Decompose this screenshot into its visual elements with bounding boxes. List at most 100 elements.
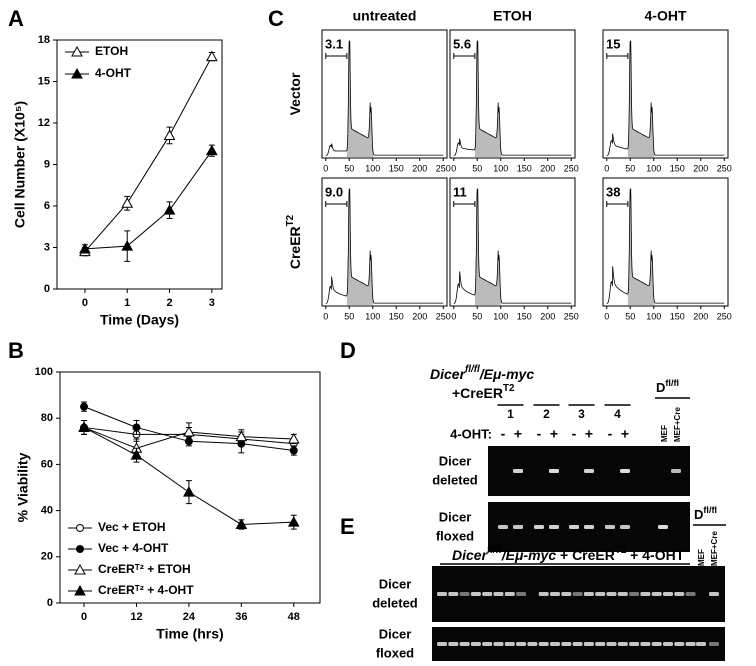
marker	[78, 421, 90, 432]
y-tick-label: 12	[38, 117, 50, 129]
text-part: D	[694, 507, 703, 522]
x-tick-label: 150	[517, 311, 532, 321]
treatment-sign: -	[572, 426, 577, 442]
panel-label: D	[340, 338, 356, 363]
gel-band	[620, 525, 630, 529]
gel-band	[640, 642, 651, 646]
x-tick-label: 250	[436, 163, 451, 173]
gate-bracket	[325, 53, 348, 59]
label: Dfl/fl	[656, 378, 679, 395]
treatment-sign: -	[608, 426, 613, 442]
gel-band	[605, 525, 615, 529]
series-line	[84, 56, 213, 252]
gel-band	[498, 525, 508, 529]
marker	[235, 430, 248, 442]
x-tick-label: 250	[436, 311, 451, 321]
histogram-frame	[449, 177, 576, 307]
control-label: MEF+Cre	[673, 407, 682, 442]
gel-band	[651, 592, 662, 596]
control-label: MEF	[660, 425, 669, 442]
marker	[130, 449, 143, 460]
y-tick-label: 0	[47, 597, 53, 609]
gel-band	[470, 592, 481, 596]
gel-band	[549, 525, 559, 529]
marker	[235, 518, 248, 529]
gel-band	[513, 525, 523, 529]
gel-band	[470, 642, 481, 646]
x-tick-label: 0	[604, 311, 609, 321]
x-tick-label: 2	[166, 297, 172, 309]
x-tick-label: 0	[81, 611, 87, 623]
text-part: T2	[615, 545, 627, 556]
gel-band	[448, 642, 459, 646]
x-tick-label: 24	[183, 611, 196, 623]
control-label: MEF	[697, 549, 706, 566]
gel-band	[572, 642, 583, 646]
x-tick-label: 100	[365, 311, 380, 321]
text-part: fl/fl	[665, 378, 679, 388]
band-label: floxed	[436, 528, 474, 543]
gel-band	[504, 642, 515, 646]
x-tick-label: 0	[451, 311, 456, 321]
band-label: Dicer	[379, 576, 412, 591]
gel-band	[482, 642, 493, 646]
treatment-sign: -	[537, 426, 542, 442]
gate-percent: 9.0	[325, 184, 343, 199]
x-tick-label: 250	[717, 311, 732, 321]
histogram-line	[325, 40, 444, 156]
gel-band	[658, 525, 668, 529]
treatment-sign: +	[550, 426, 558, 442]
histogram-frame	[449, 29, 576, 159]
gate-bracket	[453, 53, 476, 59]
x-tick-label: 200	[693, 311, 708, 321]
histogram-frame	[602, 177, 729, 307]
x-tick-label: 150	[670, 163, 685, 173]
legend-marker	[76, 524, 84, 532]
y-tick-label: 3	[44, 241, 50, 253]
marker	[205, 50, 218, 62]
text-part: Dicer	[452, 547, 489, 563]
text-part: + CreER	[556, 547, 615, 563]
gel-band	[550, 642, 560, 646]
gel-band	[674, 592, 685, 596]
column-header: untreated	[353, 8, 417, 24]
x-tick-label: 100	[493, 311, 508, 321]
gel-band	[513, 469, 523, 473]
gel-band	[696, 642, 706, 646]
legend-marker	[71, 45, 83, 57]
text-part: + 4-OHT	[626, 547, 684, 563]
gel-band	[595, 592, 606, 596]
marker	[121, 197, 134, 208]
text-part: fl/fl	[703, 505, 717, 515]
gel-band	[482, 592, 493, 596]
gel-band	[527, 642, 538, 646]
x-tick-label: 150	[389, 163, 404, 173]
x-axis-label: Time (hrs)	[156, 626, 223, 642]
gel-band	[685, 592, 696, 596]
marker	[163, 204, 176, 215]
y-tick-label: 80	[41, 412, 53, 424]
text-part: +CreER	[452, 385, 503, 401]
gel-band	[437, 592, 447, 596]
marker	[80, 402, 89, 411]
histogram-line	[325, 188, 444, 304]
marker	[132, 423, 141, 432]
gel-band	[606, 592, 617, 596]
gel-band	[493, 642, 504, 646]
y-tick-label: 20	[41, 551, 53, 563]
gel-band	[459, 642, 470, 646]
gel-band	[584, 525, 594, 529]
gel-band	[595, 642, 606, 646]
label: CreERT2	[285, 214, 303, 269]
x-tick-label: 36	[235, 611, 247, 623]
gel-band	[572, 592, 583, 596]
text-part: Vector	[287, 72, 303, 115]
gel-band	[459, 592, 470, 596]
gel-band	[534, 525, 544, 529]
histogram-line	[453, 40, 572, 156]
treatment-sign: +	[514, 426, 522, 442]
y-axis-label: % Viability	[15, 452, 31, 522]
text-part: fl/fl	[465, 364, 480, 375]
gel-band	[538, 642, 549, 646]
